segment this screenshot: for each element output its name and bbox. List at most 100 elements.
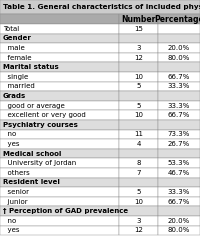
Bar [119,226,158,235]
Bar [0,24,119,34]
Text: single: single [3,74,28,80]
Bar [0,34,119,43]
Bar [0,0,200,14]
Bar [119,139,158,149]
Bar [0,43,119,53]
Text: University of Jordan: University of Jordan [3,160,76,166]
Text: 3: 3 [136,218,141,224]
Bar [158,110,200,120]
Text: 66.7%: 66.7% [168,74,190,80]
Text: 20.0%: 20.0% [168,218,190,224]
Text: 73.3%: 73.3% [168,131,190,137]
Bar [158,43,200,53]
Bar [119,43,158,53]
Bar [119,62,158,72]
Bar [0,130,119,139]
Text: married: married [3,83,35,89]
Bar [158,130,200,139]
Bar [158,197,200,206]
Bar [119,24,158,34]
Text: male: male [3,45,25,51]
Text: Gender: Gender [3,35,32,41]
Bar [158,226,200,235]
Bar [158,91,200,101]
Bar [0,206,119,216]
Bar [119,34,158,43]
Text: Number: Number [121,14,156,23]
Text: 33.3%: 33.3% [168,103,190,109]
Bar [119,91,158,101]
Bar [0,72,119,82]
Text: 46.7%: 46.7% [168,170,190,176]
Bar [119,178,158,187]
Text: 80.0%: 80.0% [168,227,190,233]
Text: 5: 5 [136,103,141,109]
Text: 26.7%: 26.7% [168,141,190,147]
Bar [119,197,158,206]
Text: Percentage: Percentage [154,14,200,23]
Bar [119,158,158,168]
Text: 7: 7 [136,170,141,176]
Text: 15: 15 [134,26,143,32]
Bar [119,72,158,82]
Bar [0,139,119,149]
Text: 11: 11 [134,131,143,137]
Text: Total: Total [3,26,19,32]
Bar [0,168,119,178]
Bar [0,110,119,120]
Text: Grads: Grads [3,93,26,99]
Bar [119,130,158,139]
Bar [119,149,158,158]
Bar [119,53,158,62]
Bar [158,168,200,178]
Bar [119,101,158,110]
Bar [0,62,119,72]
Text: 66.7%: 66.7% [168,199,190,205]
Bar [119,120,158,130]
Bar [158,82,200,91]
Text: Psychiatry courses: Psychiatry courses [3,122,78,128]
Bar [119,168,158,178]
Text: Resident level: Resident level [3,179,60,185]
Bar [158,14,200,24]
Bar [158,216,200,226]
Text: 5: 5 [136,189,141,195]
Bar [119,206,158,216]
Bar [158,120,200,130]
Text: 12: 12 [134,227,143,233]
Text: 5: 5 [136,83,141,89]
Bar [119,110,158,120]
Bar [158,101,200,110]
Bar [119,14,158,24]
Bar [158,24,200,34]
Bar [0,82,119,91]
Bar [158,158,200,168]
Bar [0,197,119,206]
Text: † Perception of GAD prevalence: † Perception of GAD prevalence [3,208,128,214]
Text: Table 1. General characteristics of included physicians: Table 1. General characteristics of incl… [3,4,200,10]
Text: 20.0%: 20.0% [168,45,190,51]
Text: others: others [3,170,30,176]
Bar [0,158,119,168]
Text: good or average: good or average [3,103,65,109]
Bar [158,187,200,197]
Text: 10: 10 [134,199,143,205]
Text: 10: 10 [134,112,143,118]
Bar [158,72,200,82]
Text: yes: yes [3,227,20,233]
Bar [158,62,200,72]
Bar [158,149,200,158]
Bar [0,216,119,226]
Text: yes: yes [3,141,20,147]
Bar [158,53,200,62]
Bar [119,216,158,226]
Bar [0,91,119,101]
Bar [0,226,119,235]
Bar [0,120,119,130]
Bar [0,53,119,62]
Text: Medical school: Medical school [3,150,61,157]
Text: no: no [3,131,16,137]
Bar [119,82,158,91]
Bar [0,149,119,158]
Text: junior: junior [3,199,28,205]
